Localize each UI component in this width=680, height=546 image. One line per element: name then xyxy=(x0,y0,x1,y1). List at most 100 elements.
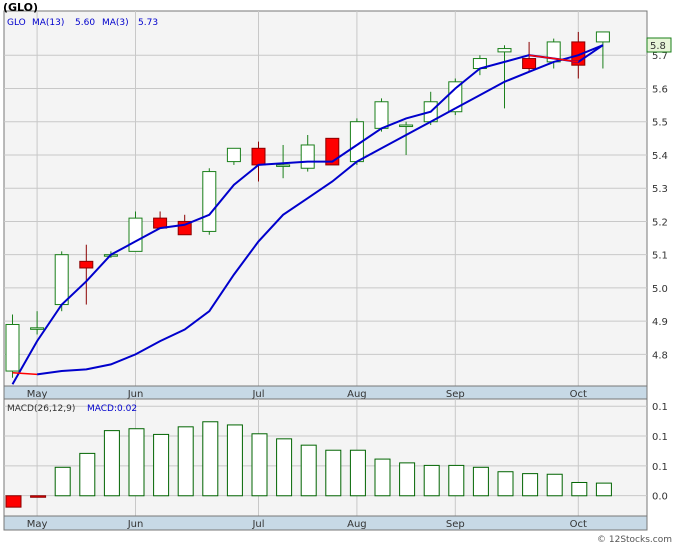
price-x-axis-band xyxy=(3,385,648,400)
price-x-tick-label: Aug xyxy=(347,389,367,400)
legend-ma13-value: 5.60 xyxy=(75,18,95,28)
candle-body xyxy=(128,217,143,252)
candle xyxy=(30,311,45,335)
candle xyxy=(226,147,241,165)
candle xyxy=(54,251,69,312)
price-x-axis-labels: May Jun Jul Aug Sep Oct xyxy=(27,389,587,400)
macd-x-tick-label: May xyxy=(27,519,48,530)
price-y-tick-label: 5.3 xyxy=(652,184,668,195)
macd-x-tick-label: Aug xyxy=(347,519,367,530)
candle-body xyxy=(79,260,94,269)
macd-x-axis-band xyxy=(3,515,648,531)
price-y-tick-label: 4.9 xyxy=(652,317,668,328)
macd-bar xyxy=(374,458,391,497)
candle xyxy=(595,31,610,69)
macd-bar xyxy=(79,452,96,497)
macd-bar xyxy=(448,464,465,497)
price-panel: 5.7 5.6 5.5 5.4 5.3 5.2 5.1 5.0 4.9 4.8 5.8 xyxy=(3,10,672,387)
candle-body xyxy=(399,124,414,128)
macd-bar xyxy=(497,471,514,497)
candle-body xyxy=(300,144,315,169)
price-y-tick-label: 4.8 xyxy=(652,350,668,361)
chart-title: (GLO) xyxy=(3,1,38,14)
price-x-tick-label: May xyxy=(27,389,48,400)
macd-bars xyxy=(5,421,612,508)
candle xyxy=(5,314,20,378)
price-y-tick-label: 5.6 xyxy=(652,84,668,95)
macd-bar xyxy=(251,433,268,497)
price-x-tick-label: Jun xyxy=(127,389,144,400)
candle xyxy=(522,41,537,72)
price-y-tick-label: 5.4 xyxy=(652,151,668,162)
price-plot-area xyxy=(3,10,648,387)
price-y-tick-label: 5.7 xyxy=(652,51,668,62)
ma13-highlight-segment xyxy=(12,371,38,376)
legend-symbol: GLO xyxy=(7,18,26,28)
ma13-line xyxy=(36,44,604,376)
legend-ma3-value: 5.73 xyxy=(138,18,158,28)
candle-body xyxy=(497,48,512,53)
macd-bar xyxy=(5,495,22,508)
ma3-highlight-segments xyxy=(12,54,579,376)
price-x-tick-label: Sep xyxy=(446,389,465,400)
macd-legend-label: MACD(26,12,9) xyxy=(7,404,75,414)
candle-body xyxy=(276,164,291,167)
macd-bar xyxy=(423,464,440,497)
macd-bar xyxy=(546,473,563,497)
candle-body xyxy=(374,101,389,129)
legend-ma3-label: MA(3) xyxy=(102,18,129,28)
price-x-tick-label: Oct xyxy=(570,389,587,400)
macd-bar xyxy=(103,430,120,497)
candle-body xyxy=(30,327,45,330)
macd-bar xyxy=(571,481,588,497)
ma3-highlight-segment xyxy=(529,54,579,63)
candle-body xyxy=(54,254,69,306)
candle xyxy=(497,45,512,109)
macd-bar xyxy=(177,426,194,497)
candle xyxy=(374,98,389,132)
ma3-line xyxy=(11,44,604,385)
macd-x-tick-label: Jun xyxy=(127,519,144,530)
macd-legend-value: MACD:0.02 xyxy=(87,404,137,414)
macd-bar xyxy=(30,495,47,498)
macd-x-tick-label: Sep xyxy=(446,519,465,530)
legend-ma13-label: MA(13) xyxy=(32,18,64,28)
macd-x-axis-labels: May Jun Jul Aug Sep Oct xyxy=(27,519,587,530)
price-legend: GLO MA(13) 5.60 MA(3) 5.73 xyxy=(7,18,158,28)
macd-bar xyxy=(522,473,539,497)
macd-y-tick-label: 0.0 xyxy=(652,492,668,503)
macd-x-tick-label: Jul xyxy=(251,519,264,530)
macd-bar xyxy=(349,449,366,497)
candle xyxy=(202,168,217,235)
price-x-tick-label: Jul xyxy=(251,389,264,400)
candle-body xyxy=(226,147,241,163)
macd-bar xyxy=(202,421,219,497)
candle xyxy=(276,144,291,179)
candle xyxy=(546,38,561,69)
macd-bar xyxy=(128,428,145,497)
macd-bar xyxy=(399,462,416,497)
macd-bar xyxy=(472,466,489,497)
macd-x-tick-label: Oct xyxy=(570,519,587,530)
candle-body xyxy=(5,323,20,372)
macd-bar xyxy=(595,482,612,497)
candle xyxy=(79,244,94,305)
macd-bar xyxy=(325,449,342,497)
macd-bar xyxy=(153,433,170,497)
macd-bar xyxy=(226,424,243,497)
last-price-box xyxy=(646,37,672,53)
last-price-text: 5.8 xyxy=(650,41,666,52)
price-y-tick-label: 5.1 xyxy=(652,251,668,262)
candle-body xyxy=(251,147,266,166)
watermark: © 12Stocks.com xyxy=(597,535,672,545)
candle-body xyxy=(522,58,537,70)
candle-body xyxy=(202,171,217,232)
price-y-tick-label: 5.2 xyxy=(652,217,668,228)
last-price-label: 5.8 xyxy=(646,37,672,53)
macd-bar xyxy=(300,444,317,497)
macd-bar xyxy=(54,466,71,497)
macd-y-axis-ticks: 0.1 0.1 0.1 0.0 xyxy=(652,402,668,502)
candle-body xyxy=(448,81,463,113)
